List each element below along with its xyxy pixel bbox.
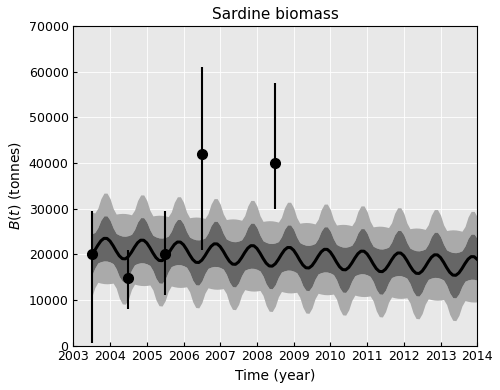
X-axis label: Time (year): Time (year) [235, 369, 316, 383]
Y-axis label: $B(t)$ (tonnes): $B(t)$ (tonnes) [7, 141, 23, 230]
Title: Sardine biomass: Sardine biomass [212, 7, 338, 22]
